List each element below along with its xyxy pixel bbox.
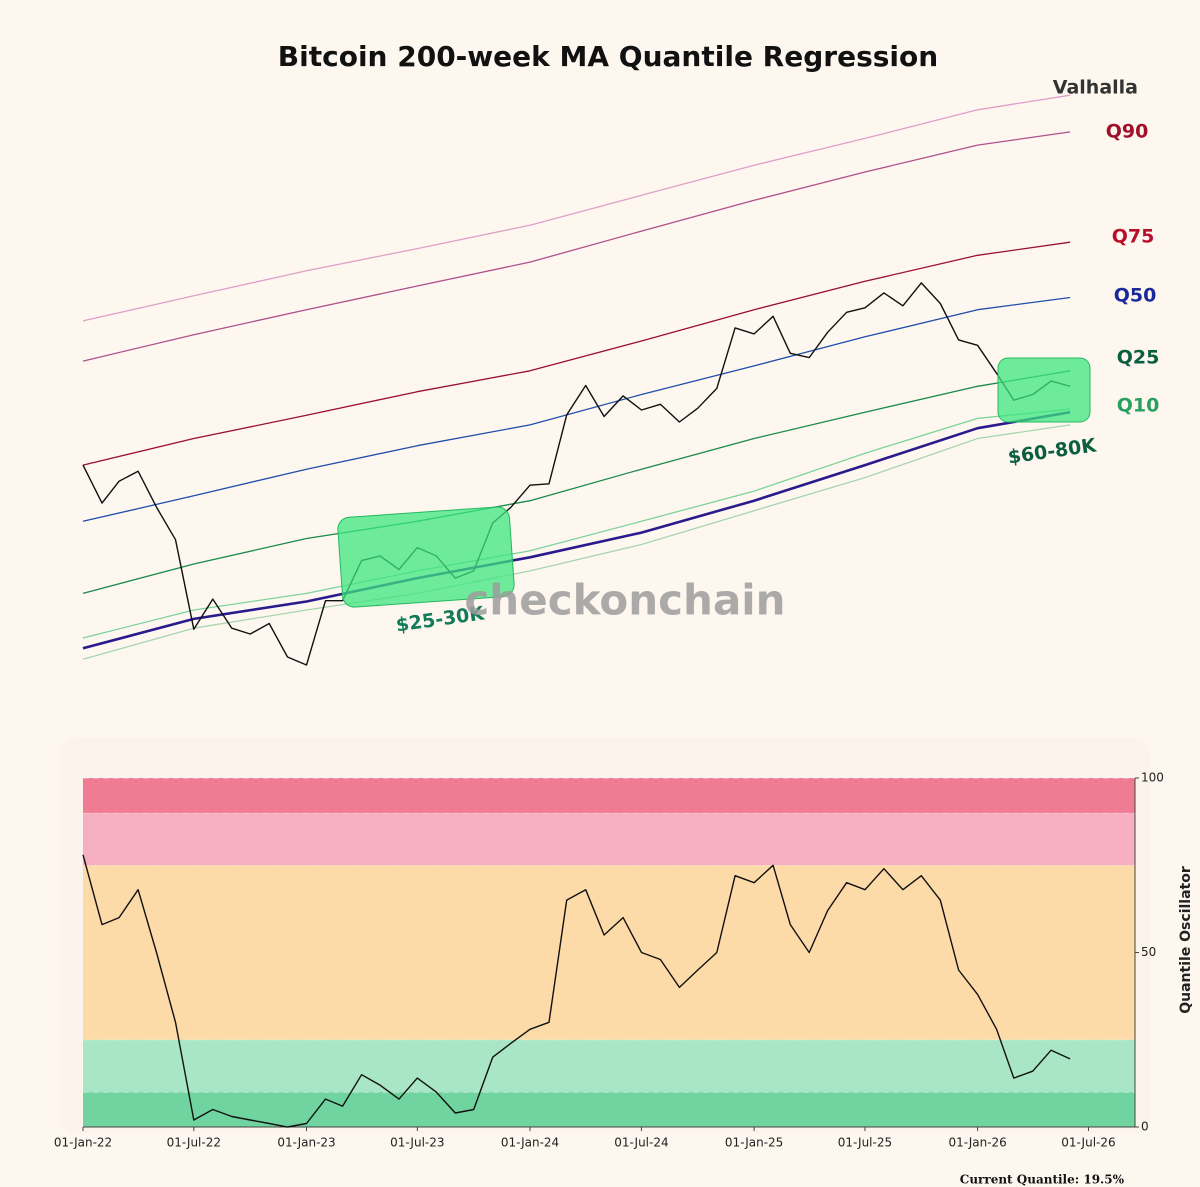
zone [83, 778, 1135, 813]
y-axis-label: Quantile Oscillator [1178, 866, 1194, 1014]
series-label: Q10 [1117, 395, 1160, 417]
line-series [82, 408, 1071, 639]
line-series [82, 370, 1071, 595]
x-tick-label: 01-Jan-26 [948, 1136, 1006, 1150]
line-series [82, 854, 1071, 1128]
x-tick-label: 01-Jan-22 [54, 1136, 112, 1150]
x-tick-label: 01-Jul-23 [390, 1136, 444, 1150]
series-label: Q50 [1114, 285, 1157, 307]
x-tick-label: 01-Jul-25 [838, 1136, 892, 1150]
chart-title: Bitcoin 200-week MA Quantile Regression [278, 40, 938, 73]
series-label: Q75 [1112, 226, 1155, 248]
annotation: Current Quantile: 19.5% [960, 1173, 1125, 1187]
zone [83, 865, 1135, 1040]
x-tick-label: 01-Jan-25 [725, 1136, 783, 1150]
bands-layer [82, 94, 1071, 660]
zone [83, 1092, 1135, 1127]
y-tick-label: 100 [1141, 771, 1164, 785]
x-tick-label: 01-Jul-24 [614, 1136, 668, 1150]
highlight-box [997, 357, 1091, 423]
line-series [82, 131, 1071, 362]
x-tick-label: 01-Jul-26 [1061, 1136, 1115, 1150]
y-tick-label: 0 [1141, 1120, 1149, 1134]
series-label: Q25 [1117, 347, 1160, 369]
oscillator-layer: 0 50 100 01-Jan-22 01-Jul-22 01-Jan-23 01-Jul-… [54, 771, 1164, 1150]
highlight-box [337, 506, 515, 608]
line-series [82, 410, 1071, 650]
line-series [82, 424, 1071, 660]
x-tick-label: 01-Jul-22 [167, 1136, 221, 1150]
series-label: Q90 [1106, 121, 1149, 143]
annotation: $60-80K [1006, 434, 1098, 468]
line-series [82, 282, 1071, 666]
watermark: checkonchain [464, 576, 785, 625]
line-series [82, 241, 1071, 466]
zone [83, 1039, 1135, 1093]
line-series [82, 296, 1071, 522]
line-series [82, 94, 1071, 322]
zone [83, 812, 1135, 866]
x-tick-label: 01-Jan-24 [501, 1136, 559, 1150]
price-layer [82, 282, 1071, 666]
y-tick-label: 50 [1141, 945, 1156, 959]
x-tick-label: 01-Jan-23 [277, 1136, 335, 1150]
series-label: Valhalla [1053, 77, 1138, 99]
